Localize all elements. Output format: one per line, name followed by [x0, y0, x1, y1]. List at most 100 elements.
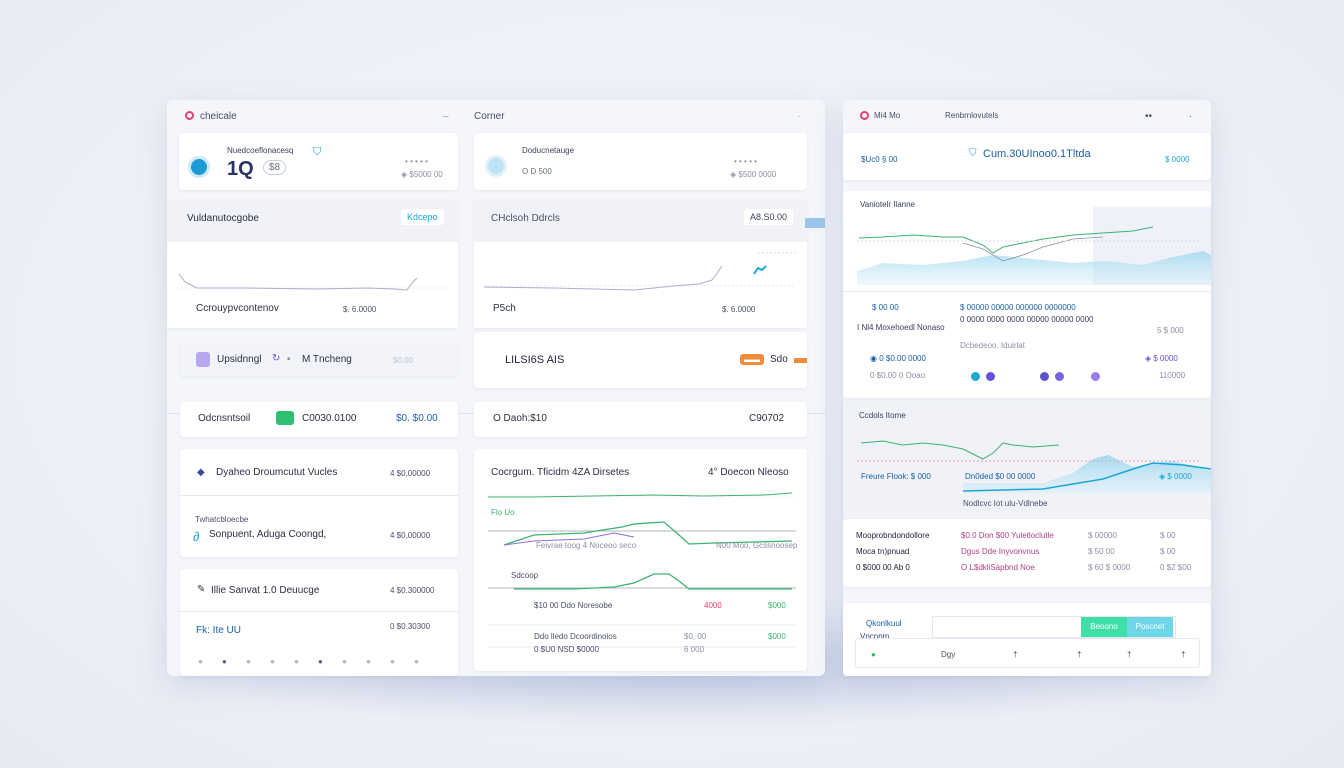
list-item-label: Dyaheo Droumcutut Vucles [216, 467, 338, 478]
stat-label: Doducnetauge [522, 146, 575, 155]
footer-icon[interactable]: ● [390, 657, 395, 666]
control-item[interactable]: Dgy [941, 650, 956, 659]
row-label: Odcnsntsoil [198, 413, 251, 424]
chart-row-right: 5 $ 000 [1157, 326, 1184, 335]
order-label: Qkonlkuul [866, 619, 902, 628]
more-icon[interactable]: •• [1145, 111, 1153, 122]
legend-item: Flo Uo [491, 508, 515, 517]
footer-icon[interactable]: ● [222, 657, 227, 666]
order-row[interactable]: O Daoh:$10 C90702 [474, 402, 807, 437]
legend-dot [986, 372, 995, 381]
metric-title: CHclsoh Ddrcls [491, 213, 560, 224]
shield-icon: ⛉ [313, 146, 322, 158]
brand-name: Mi4 Mo [874, 111, 901, 120]
table-cell: Mooprobndondollore [856, 531, 930, 540]
holdings-table[interactable]: Mooprobndondollore $0.0 Don $00 Yuletlocl… [843, 519, 1211, 587]
panel-title: Corner [474, 111, 505, 122]
titlebar: cheicale – Corner · [167, 100, 825, 132]
list-item-value: 0 $0.30300 [390, 622, 431, 631]
stat-meta-1: • • • • • [734, 157, 757, 166]
markets-window: Mi4 Mo Renbrnlovutels •• · $Uc0 § 00 ⛉ C… [843, 100, 1212, 676]
titlebar: Mi4 Mo Renbrnlovutels •• · [843, 100, 1211, 132]
footer-icon[interactable]: ● [342, 657, 347, 666]
tab-sell[interactable]: Poscnet [1127, 617, 1173, 637]
control-item[interactable]: † [1181, 650, 1186, 659]
calendar-icon [196, 352, 210, 367]
ticker-card[interactable]: LILSI6S AIS ▬▬ Sdo [474, 332, 807, 388]
list-item-value: 4 $0,00000 [390, 531, 431, 540]
table-cell: 0 $000 00 Ab 0 [856, 563, 910, 572]
legend-dot [1091, 372, 1100, 381]
filter-row[interactable]: Upsidnngl ↻ ▪ M Tncheng $0.00 [180, 344, 458, 376]
metric-footer-label: Ccrouypvcontenov [196, 303, 279, 314]
stat-meta-1: • • • • • [405, 157, 428, 166]
footer-icon[interactable]: ● [198, 657, 203, 666]
row-value: C90702 [749, 413, 785, 424]
control-item[interactable]: † [1013, 650, 1018, 659]
pencil-icon: ✎ [197, 584, 206, 595]
tab-buy[interactable]: Beoono [1081, 617, 1127, 637]
tag-icon: ◆ [197, 467, 205, 478]
link-icon: ∂ [193, 529, 200, 544]
stat-card-2[interactable]: Doducnetauge O D 500 • • • • • ◈ $500 00… [474, 133, 807, 190]
close-icon[interactable]: · [1189, 111, 1193, 122]
header-right: $ 0000 [1165, 155, 1190, 164]
control-item[interactable]: † [1127, 650, 1132, 659]
metric-card-1[interactable]: Vuldanutocgobe Kdcepo Ccrouypvcontenov $… [167, 200, 458, 328]
metric-footer-label: P5ch [493, 303, 516, 314]
table-cell: $ 00000 [1088, 531, 1117, 540]
ticker-symbol: LILSI6S AIS [505, 354, 565, 366]
row-value-2: $0. $0.00 [396, 413, 438, 424]
collapse-icon[interactable]: – [443, 111, 449, 122]
footer-icon[interactable]: ● [270, 657, 275, 666]
stat-meta-2: ◈ $5000 00 [401, 170, 443, 179]
metric-card-2[interactable]: CHclsoh Ddrcls A8.S0.00 P5ch $. 6.0000 [474, 200, 807, 328]
row-label: Upsidnngl [217, 354, 262, 365]
transactions-card[interactable]: ◆ Dyaheo Droumcutut Vucles 4 $0,00000 Tw… [180, 449, 458, 557]
balance-row[interactable]: Odcnsntsoil C0030.0100 $0. $0.00 [180, 402, 458, 437]
performance-chart-card[interactable]: Cocrgum. Tficidm 4ZA Dirsetes 4° Doecon … [474, 449, 807, 671]
chart-row-right: ◈ $ 0000 [1159, 472, 1192, 481]
footer-icon[interactable]: ● [366, 657, 371, 666]
chart-title: Cocrgum. Tficidm 4ZA Dirsetes [491, 467, 630, 478]
market-chart-card-2[interactable]: Ccdols Itome Freure Flook: $ 000 Dn0ded … [843, 401, 1212, 519]
footer-icon[interactable]: ● [414, 657, 419, 666]
chart-row-value-2: $000 [768, 632, 786, 641]
metric-title: Vuldanutocgobe [187, 213, 259, 224]
header-left: $Uc0 § 00 [861, 155, 898, 164]
table-cell: $ 60 $ 0000 [1088, 563, 1131, 572]
footer-icon[interactable]: ● [318, 657, 323, 666]
footer-icon[interactable]: ● [246, 657, 251, 666]
list-item-label: Sonpuent, Aduga Coongd, [209, 529, 327, 540]
order-input[interactable] [932, 616, 1176, 638]
order-panel[interactable]: Qkonlkuul Vncnnm Beoono Poscnet ● Dgy † † † † [843, 603, 1211, 676]
assets-card[interactable]: ✎ Illie Sanvat 1.0 Deuucge 4 $0.300000 F… [180, 569, 458, 676]
chart-row: Freure Flook: $ 000 [861, 472, 931, 481]
metric-badge[interactable]: Kdcepo [401, 209, 444, 225]
control-item[interactable]: † [1077, 650, 1082, 659]
shield-icon: ⛉ [969, 148, 977, 159]
order-label-2: Vncnnm [860, 632, 890, 641]
stat-meta-2: ◈ $500 0000 [730, 170, 777, 179]
scroll-indicator[interactable] [805, 218, 825, 228]
table-cell: $ 00 [1160, 547, 1176, 556]
chart-row: N00 Moo, Gcssnoosep [716, 541, 798, 550]
header-card[interactable]: $Uc0 § 00 ⛉ Cum.30UInoo0.1Tltda $ 0000 [843, 133, 1211, 180]
market-chart-card-1[interactable]: Vaniotelr Ilanne $ 00 00 $ 00000 00000 0… [843, 191, 1211, 398]
footer-icon[interactable]: ● [294, 657, 299, 666]
refresh-icon[interactable]: ↻ [272, 353, 281, 364]
main-dashboard-window: cheicale – Corner · Nuedcoeflonacesq ⛉ 1… [167, 100, 825, 676]
chart-row: Ddo lledo Dcoordinoios [534, 632, 617, 641]
metric-footer-value: $. 6.0000 [343, 305, 377, 314]
chart-row: ◉ 0 $0.00 0000 [870, 354, 926, 363]
stat-card-1[interactable]: Nuedcoeflonacesq ⛉ 1Q $8 • • • • • ◈ $50… [179, 133, 458, 190]
metric-badge[interactable]: A8.S0.00 [744, 209, 794, 225]
menu-dot-icon[interactable]: · [797, 111, 801, 122]
chart-row: 0 $0.00 0 Ooao [870, 371, 926, 380]
table-cell: $ 00 [1160, 531, 1176, 540]
ticker-value: Sdo [770, 354, 788, 365]
row-value: $0.00 [393, 356, 414, 365]
list-item-label: Illie Sanvat 1.0 Deuucge [211, 585, 320, 596]
control-item[interactable]: ● [871, 650, 876, 659]
chart-row: $10 00 Ddo Noresobe [534, 601, 613, 610]
